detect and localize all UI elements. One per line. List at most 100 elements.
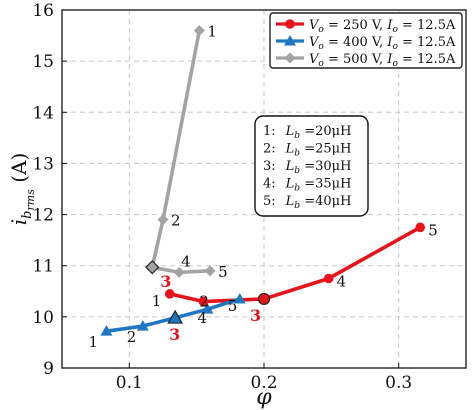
point-label: 1: [207, 22, 217, 40]
series-layer: [100, 24, 426, 336]
y-tick-label: 11: [32, 257, 54, 277]
point-label: 1: [88, 333, 98, 351]
legend-part: = 250 V,: [324, 18, 387, 33]
point-label: 1: [152, 292, 162, 310]
inductance-row-1: 1: Lb =20μH: [263, 124, 351, 141]
inductance-part: L: [285, 142, 295, 157]
inductance-part: 5:: [263, 194, 276, 209]
legend-part: I: [386, 35, 393, 50]
inductance-row-5: 5: Lb =40μH: [263, 194, 351, 211]
legend-part: V: [309, 52, 320, 67]
x-tick-label: 0.2: [250, 373, 277, 393]
y-tick-label: 13: [32, 154, 54, 174]
y-tick-label: 14: [32, 103, 54, 123]
inductance-part: =25μH: [300, 142, 351, 157]
legend-entry-2: Vo = 400 V, Io = 12.5A: [309, 35, 456, 52]
inductance-row-2: 2: Lb =25μH: [263, 142, 351, 159]
inductance-part: L: [285, 159, 295, 174]
legend-frame: [269, 12, 463, 69]
point-label: 4: [197, 309, 207, 327]
series-line-1: [169, 225, 422, 304]
series-3-point-4: [173, 266, 185, 278]
series-2-point-1: [100, 325, 113, 336]
inductance-row-4: 4: Lb =35μH: [263, 177, 351, 194]
y-tick-label: 9: [43, 359, 54, 379]
inductance-part: 2:: [263, 142, 276, 157]
x-tick-label: 0.1: [116, 373, 143, 393]
x-axis-label: φ: [256, 385, 272, 410]
legend-part: o: [318, 42, 324, 52]
inductance-part: L: [285, 194, 295, 209]
point-label: 5: [228, 297, 238, 315]
series-1-point-2: [198, 296, 209, 307]
point-label: 5: [428, 221, 438, 239]
point-label: 2: [127, 328, 137, 346]
inductance-part: 4:: [263, 177, 276, 192]
inductance-annotation-box: 1: Lb =20μH 2: Lb =25μH 3: Lb =30μH 4: Lb =35μH…: [254, 115, 369, 217]
series-3-point-1: [193, 24, 205, 36]
series-3-point-2: [157, 214, 169, 226]
legend-part: = 12.5A: [398, 52, 456, 67]
point-label: 5: [218, 263, 228, 281]
legend-part: I: [386, 52, 393, 67]
legend-part: = 12.5A: [398, 35, 456, 50]
point-label: 2: [199, 293, 209, 311]
point-label: 2: [171, 212, 181, 230]
legend-entry-3: Vo = 500 V, Io = 12.5A: [309, 52, 456, 69]
series-1-point-3: [257, 292, 271, 306]
y-axis-label: ibrms (A): [7, 153, 37, 225]
inductance-part: =35μH: [300, 177, 351, 192]
inductance-part: b: [294, 131, 300, 141]
series-2-point-3: [167, 309, 184, 324]
point-label: 4: [181, 252, 191, 270]
series-3-point-5: [204, 265, 216, 277]
x-tick-label: 0.3: [385, 373, 412, 393]
inductance-part: =30μH: [300, 159, 351, 174]
legend-part: o: [392, 59, 398, 69]
inductance-part: b: [294, 166, 300, 176]
inductance-part: =40μH: [300, 194, 351, 209]
point-label-highlight: 3: [250, 306, 261, 325]
point-label: 4: [337, 273, 347, 291]
series-3-point-3: [145, 260, 160, 275]
series-2-point-4: [201, 303, 214, 314]
legend-part: = 12.5A: [398, 18, 456, 33]
legend-part: o: [392, 25, 398, 35]
inductance-row-3: 3: Lb =30μH: [263, 159, 351, 176]
y-tick-label: 16: [32, 1, 54, 21]
legend-part: o: [318, 25, 324, 35]
series-2-point-2: [136, 320, 149, 331]
series-1-point-4: [323, 273, 334, 284]
legend-part: V: [309, 35, 320, 50]
legend-marker-1: [285, 19, 295, 29]
inductance-part: =20μH: [300, 124, 351, 139]
legend-part: = 500 V,: [324, 52, 387, 67]
legend-part: V: [309, 18, 320, 33]
legend-part: o: [392, 42, 398, 52]
y-tick-label: 15: [32, 52, 54, 72]
series-1-point-1: [164, 289, 175, 299]
y-tick-label: 12: [32, 206, 54, 226]
inductance-part: b: [294, 149, 300, 159]
legend-part: o: [318, 59, 324, 69]
y-tick-label: 10: [32, 308, 54, 328]
legend-part: = 400 V,: [324, 35, 387, 50]
inductance-box-frame: [254, 115, 369, 217]
series-line-3: [150, 30, 211, 275]
inductance-part: L: [285, 177, 295, 192]
inductance-part: 3:: [263, 159, 276, 174]
legend-marker-3: [284, 52, 296, 64]
point-label-highlight: 3: [169, 325, 180, 344]
point-label-highlight: 3: [160, 272, 171, 291]
inductance-part: b: [294, 201, 300, 211]
legend-marker-2: [284, 35, 296, 46]
series-1-point-5: [415, 222, 426, 233]
inductance-part: b: [294, 184, 300, 194]
legend-part: I: [386, 18, 393, 33]
series-2-point-5: [233, 292, 246, 304]
inductance-part: L: [285, 124, 295, 139]
